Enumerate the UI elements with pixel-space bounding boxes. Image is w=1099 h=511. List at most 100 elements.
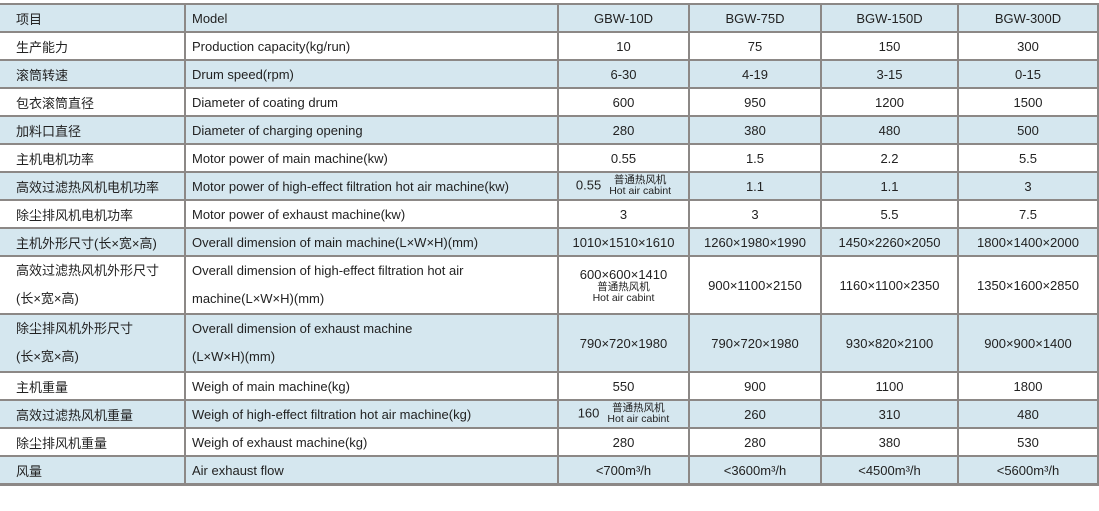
cell-value: 930×820×2100	[845, 335, 934, 351]
cell-value: 600×600×1410	[579, 266, 668, 282]
header-cn: 项目	[0, 3, 186, 33]
value-cell: 3	[689, 199, 822, 229]
cell-value: 7.5	[1018, 206, 1038, 222]
cell-value: 1800×1400×2000	[977, 234, 1079, 250]
cell-value: 950	[744, 94, 766, 110]
value-cell: 7.5	[958, 199, 1099, 229]
table-row: 生产能力 Production capacity(kg/run) 10 75 150 30…	[0, 31, 1099, 61]
table-row: 除尘排风机外形尺寸 (长×宽×高) Overall dimension of exh…	[0, 313, 1099, 373]
cell-value: 3	[751, 206, 759, 222]
cell-value: 1.1	[745, 178, 765, 194]
note-cn: 普通热风机	[613, 174, 667, 186]
value-cell: 1260×1980×1990	[689, 227, 822, 257]
value-cell: 1800	[958, 371, 1099, 401]
table-row: 主机电机功率 Motor power of main machine(kw) 0.5…	[0, 143, 1099, 173]
cell-value: 280	[612, 122, 635, 138]
label-en: Drum speed(rpm)	[192, 66, 294, 82]
cell-value: 380	[744, 122, 766, 138]
label-en: Air exhaust flow	[192, 462, 284, 478]
table-row: 主机重量 Weigh of main machine(kg) 550 900 1100 1…	[0, 371, 1099, 401]
cell-value: 480	[1017, 406, 1039, 422]
label-cn-2: (长×宽×高)	[16, 349, 79, 364]
cell-value: 1260×1980×1990	[704, 234, 806, 250]
label-en: Weigh of exhaust machine(kg)	[192, 434, 368, 450]
cell-value: 160	[577, 405, 600, 421]
value-cell: 900×1100×2150	[689, 255, 822, 315]
row-label-en: Weigh of exhaust machine(kg)	[185, 427, 559, 457]
row-label-cn: 高效过滤热风机重量	[0, 399, 186, 429]
value-cell: 380	[821, 427, 959, 457]
row-label-en: Production capacity(kg/run)	[185, 31, 559, 61]
cell-value: 5.5	[1018, 150, 1038, 166]
cell-value: 1.1	[880, 178, 899, 194]
hot-air-cabinet-note: 普通热风机 Hot air cabint	[607, 403, 669, 425]
label-cn: 主机外形尺寸(长×宽×高)	[16, 235, 157, 251]
cell-value: 280	[612, 434, 635, 450]
value-cell: <3600m³/h	[689, 455, 822, 486]
value-cell: 5.5	[821, 199, 959, 229]
row-label-cn: 包衣滚筒直径	[0, 87, 186, 117]
cell-value: 150	[878, 38, 901, 54]
cell-value: 310	[878, 406, 901, 422]
value-cell: 1800×1400×2000	[958, 227, 1099, 257]
label-cn: 除尘排风机重量	[16, 435, 108, 451]
row-label-en: Motor power of high-effect filtration ho…	[185, 171, 559, 201]
cell-value: 0-15	[1014, 66, 1042, 82]
label-cn: 高效过滤热风机电机功率	[16, 179, 160, 195]
value-cell: 280	[689, 427, 822, 457]
value-cell: 790×720×1980	[689, 313, 822, 373]
value-cell: 1350×1600×2850	[958, 255, 1099, 315]
row-label-cn: 高效过滤热风机电机功率	[0, 171, 186, 201]
row-label-cn: 除尘排风机重量	[0, 427, 186, 457]
cell-value: 10	[616, 38, 631, 54]
label-cn: 加料口直径	[16, 123, 82, 139]
value-cell: 10	[558, 31, 690, 61]
row-label-en: Motor power of exhaust machine(kw)	[185, 199, 559, 229]
value-cell: 500	[958, 115, 1099, 145]
header-model: BGW-300D	[958, 3, 1099, 33]
value-cell: 550	[558, 371, 690, 401]
value-cell: 480	[821, 115, 959, 145]
row-label-en: Drum speed(rpm)	[185, 59, 559, 89]
label-cn: 除尘排风机电机功率	[16, 207, 134, 223]
cell-value: 1200	[875, 94, 904, 110]
label-cn: 生产能力	[16, 39, 69, 55]
hot-air-cabinet-note: 普通热风机 Hot air cabint	[561, 281, 686, 304]
row-label-en: Diameter of coating drum	[185, 87, 559, 117]
cell-value: 900	[744, 378, 766, 394]
label-en: Weigh of main machine(kg)	[192, 378, 350, 394]
label-en: Diameter of charging opening	[192, 122, 363, 138]
row-label-en: Weigh of high-effect filtration hot air …	[185, 399, 559, 429]
table-header-row: 项目 Model GBW-10D BGW-75D BGW-150D BGW-30…	[0, 3, 1099, 33]
value-cell: 930×820×2100	[821, 313, 959, 373]
note-en: Hot air cabint	[607, 413, 670, 425]
cell-value: 1450×2260×2050	[838, 234, 941, 250]
label-en-2: machine(L×W×H)(mm)	[192, 291, 325, 306]
hot-air-cabinet-note: 普通热风机 Hot air cabint	[609, 175, 671, 197]
cell-value: 280	[744, 434, 766, 450]
row-label-en: Overall dimension of main machine(L×W×H)…	[185, 227, 559, 257]
row-label-cn: 风量	[0, 455, 186, 486]
cell-value: <700m³/h	[595, 462, 652, 478]
value-cell: 0-15	[958, 59, 1099, 89]
header-model: BGW-75D	[689, 3, 822, 33]
cell-value: 6-30	[610, 66, 637, 82]
value-cell: 1450×2260×2050	[821, 227, 959, 257]
label-en: Overall dimension of exhaust machine	[192, 321, 413, 336]
cell-value: 550	[612, 378, 635, 394]
label-en-2: (L×W×H)(mm)	[192, 349, 276, 364]
row-label-cn: 除尘排风机电机功率	[0, 199, 186, 229]
row-label-cn: 除尘排风机外形尺寸 (长×宽×高)	[0, 313, 186, 373]
row-label-en: Diameter of charging opening	[185, 115, 559, 145]
cell-value: 380	[878, 434, 901, 450]
table-row: 高效过滤热风机重量 Weigh of high-effect filtration…	[0, 399, 1099, 429]
value-cell: 900	[689, 371, 822, 401]
value-cell: 950	[689, 87, 822, 117]
header-en: Model	[185, 3, 559, 33]
row-label-en: Air exhaust flow	[185, 455, 559, 486]
cell-value: 260	[744, 406, 766, 422]
row-label-en: Weigh of main machine(kg)	[185, 371, 559, 401]
cell-value: 1800	[1013, 378, 1043, 394]
value-cell: 75	[689, 31, 822, 61]
value-cell: 5.5	[958, 143, 1099, 173]
